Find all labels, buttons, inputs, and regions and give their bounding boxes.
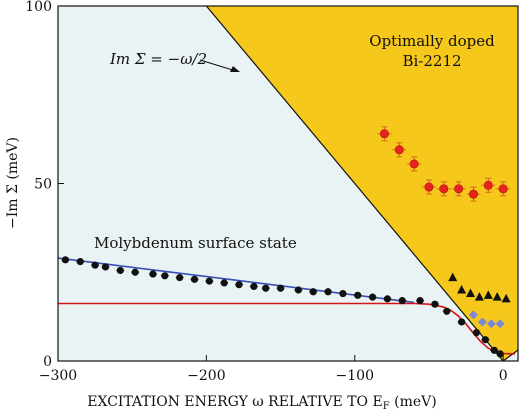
black-point	[324, 288, 332, 296]
diamond-point	[486, 319, 496, 329]
black-point	[220, 279, 228, 287]
black-point	[235, 281, 243, 289]
red-point	[379, 129, 389, 139]
black-point	[481, 336, 489, 344]
diamond-point	[468, 310, 478, 320]
black-point	[250, 282, 258, 291]
black-point	[190, 275, 199, 283]
red-point	[498, 184, 508, 194]
black-point	[205, 277, 213, 285]
black-point	[309, 288, 317, 296]
red-point	[468, 189, 478, 199]
black-point	[101, 263, 110, 271]
annotation-bi2212-line2: Bi-2212	[402, 52, 461, 70]
x-axis-label-main: EXCITATION ENERGY ω RELATIVE TO E	[87, 394, 382, 410]
black-point	[443, 307, 451, 315]
black-point	[354, 291, 362, 299]
triangle-point	[448, 272, 458, 282]
x-tick-label: −300	[39, 368, 77, 384]
black-point	[416, 297, 424, 305]
black-point	[490, 346, 498, 354]
annotation-arrow-head	[230, 66, 240, 72]
black-point	[383, 295, 392, 303]
x-tick-label: −200	[187, 368, 225, 384]
annotation-molybdenum: Molybdenum surface state	[94, 234, 297, 252]
black-point	[458, 318, 466, 326]
black-point	[116, 266, 124, 275]
black-point	[149, 270, 157, 278]
x-tick-label: −100	[336, 368, 374, 384]
bi2212-region	[206, 6, 518, 361]
black-point	[472, 329, 481, 337]
x-tick-label: 0	[499, 368, 508, 384]
black-point	[276, 284, 285, 292]
boundary-line-right	[502, 349, 518, 361]
black-point	[294, 286, 302, 294]
triangle-point	[474, 292, 484, 301]
black-point	[176, 273, 184, 282]
black-point	[161, 272, 169, 280]
axes: −300 −200 −100 0 0 50 100	[25, 0, 519, 384]
black-point	[131, 268, 139, 276]
triangle-point	[457, 285, 467, 294]
black-point	[76, 258, 84, 266]
red-point	[483, 180, 493, 190]
black-point	[339, 289, 347, 298]
y-tick-label: 100	[25, 0, 52, 15]
black-point	[262, 284, 270, 292]
triangle-point	[466, 288, 476, 298]
plot-area	[58, 6, 518, 361]
red-point	[439, 184, 449, 194]
annotation-boundary: Im Σ = −ω/2	[109, 50, 207, 68]
black-point	[496, 350, 504, 358]
x-axis-label: EXCITATION ENERGY ω RELATIVE TO EF (meV)	[87, 394, 436, 412]
diamond-point	[477, 317, 487, 327]
triangle-point	[483, 290, 493, 299]
y-axis-label: −Im Σ (meV)	[5, 137, 21, 229]
annotation-bi2212-line1: Optimally doped	[369, 32, 495, 50]
triangle-point	[492, 292, 502, 301]
black-point	[91, 261, 99, 269]
black-point	[61, 256, 70, 264]
triangle-point	[501, 293, 511, 303]
red-point	[394, 145, 404, 155]
y-tick-label: 50	[34, 177, 52, 193]
black-point	[368, 293, 377, 301]
y-tick-label: 0	[43, 354, 52, 370]
annotation-arrow-line	[199, 59, 237, 72]
x-axis-label-sub: F	[383, 401, 390, 412]
red-point	[424, 182, 434, 192]
x-axis-label-unit: (meV)	[390, 394, 437, 410]
diamond-point	[495, 319, 505, 329]
labels: Optimally doped Bi-2212 Im Σ = −ω/2 Moly…	[5, 32, 495, 412]
red-point	[454, 184, 464, 194]
black-point	[398, 297, 406, 305]
red-point	[409, 159, 419, 169]
black-point	[431, 300, 439, 308]
boundary-line	[205, 6, 504, 361]
